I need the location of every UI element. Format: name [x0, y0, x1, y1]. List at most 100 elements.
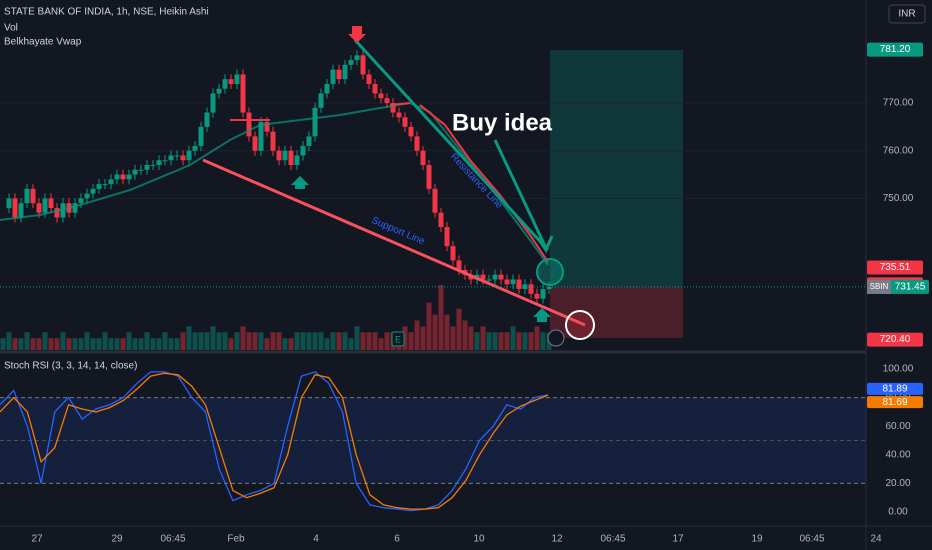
volume-bar: [354, 326, 360, 350]
volume-bar: [6, 332, 12, 350]
volume-bar: [462, 320, 468, 350]
volume-bar: [204, 332, 210, 350]
candle: [480, 274, 486, 280]
volume-bar: [528, 332, 534, 350]
candle: [78, 198, 84, 204]
price-pane: [0, 50, 866, 350]
price-badge-label: 781.20: [880, 44, 911, 55]
candle: [492, 274, 498, 280]
candle: [408, 126, 414, 137]
volume-bar: [96, 338, 102, 350]
candle: [432, 188, 438, 213]
candle: [120, 174, 126, 180]
volume-bar: [540, 332, 546, 350]
candle: [438, 212, 444, 228]
candle: [348, 60, 354, 65]
volume-bar: [48, 338, 54, 350]
price-badge: [867, 42, 923, 57]
candle: [30, 188, 36, 204]
candle: [276, 150, 282, 161]
volume-bar: [222, 332, 228, 350]
candle: [102, 184, 108, 186]
volume-bar: [324, 338, 330, 350]
volume-bar: [318, 332, 324, 350]
volume-bar: [348, 338, 354, 350]
price-badge-label: 720.40: [880, 334, 911, 345]
candle: [72, 203, 78, 213]
buy-arrow-head: [536, 235, 554, 254]
candle: [240, 74, 246, 113]
volume-bar: [12, 338, 18, 350]
volume-bar: [486, 332, 492, 350]
volume-bar: [342, 332, 348, 350]
currency[interactable]: INR: [898, 9, 915, 20]
currency-button[interactable]: [888, 4, 926, 24]
volume-bar: [420, 326, 426, 350]
symbol-badge: [867, 279, 891, 294]
time-label: 10: [473, 534, 485, 545]
candle: [450, 246, 456, 261]
volume-bar: [276, 332, 282, 350]
volume-bar: [114, 338, 120, 350]
volume-bar: [456, 308, 462, 350]
volume-bar: [240, 326, 246, 350]
candle: [330, 69, 336, 84]
last-price-label: 731.45: [895, 282, 926, 293]
volume-bar: [294, 332, 300, 350]
volume-bar: [0, 338, 6, 350]
candle: [516, 279, 522, 290]
volume-bar: [54, 338, 60, 350]
candle: [498, 274, 504, 280]
time-label: 6: [394, 534, 400, 545]
price-badge-label: 735.51: [880, 262, 911, 273]
volume-bar: [186, 326, 192, 350]
candle: [84, 193, 90, 199]
buy-idea: Buy idea: [452, 109, 553, 136]
rsi-k-line: [0, 371, 549, 512]
candle: [24, 188, 30, 204]
volume-bar: [210, 326, 216, 350]
price-tick-label: 770.00: [883, 98, 914, 109]
volume-bar: [534, 326, 540, 350]
time-label: 19: [751, 534, 763, 545]
volume-bar: [510, 326, 516, 350]
volume-bar: [30, 338, 36, 350]
volume-bar: [120, 338, 126, 350]
rsi-badge: [867, 382, 923, 395]
volume-bar: [246, 332, 252, 350]
candle: [174, 155, 180, 157]
volume-bar: [174, 338, 180, 350]
volume-bar: [306, 332, 312, 350]
flash-icon: [547, 329, 565, 347]
candle: [252, 136, 258, 151]
candle: [114, 174, 120, 180]
volume-bar: [126, 332, 132, 350]
rsi-badge-label: 81.69: [882, 397, 907, 408]
candle: [384, 98, 390, 104]
volume-bar: [150, 338, 156, 350]
candle: [12, 198, 18, 218]
volume-bar: [252, 332, 258, 350]
time-label: 29: [111, 534, 123, 545]
event-label: E: [395, 334, 401, 344]
candle: [360, 55, 366, 75]
volume-bar: [516, 332, 522, 350]
candle: [168, 155, 174, 161]
volume-bar: [192, 332, 198, 350]
volume-bar: [438, 285, 444, 350]
candle: [282, 150, 288, 161]
entry-circle: [536, 258, 564, 286]
candle: [414, 136, 420, 151]
volume-bar: [522, 332, 528, 350]
volume-bar: [18, 338, 24, 350]
rsi-tick-label: 0.00: [888, 507, 908, 518]
volume-bar: [330, 332, 336, 350]
candle: [216, 88, 222, 94]
candle: [336, 69, 342, 80]
volume-bar: [180, 332, 186, 350]
candle: [48, 198, 54, 208]
volume-bar: [42, 332, 48, 350]
candle: [246, 112, 252, 137]
price-tick-label: 750.00: [883, 193, 914, 204]
